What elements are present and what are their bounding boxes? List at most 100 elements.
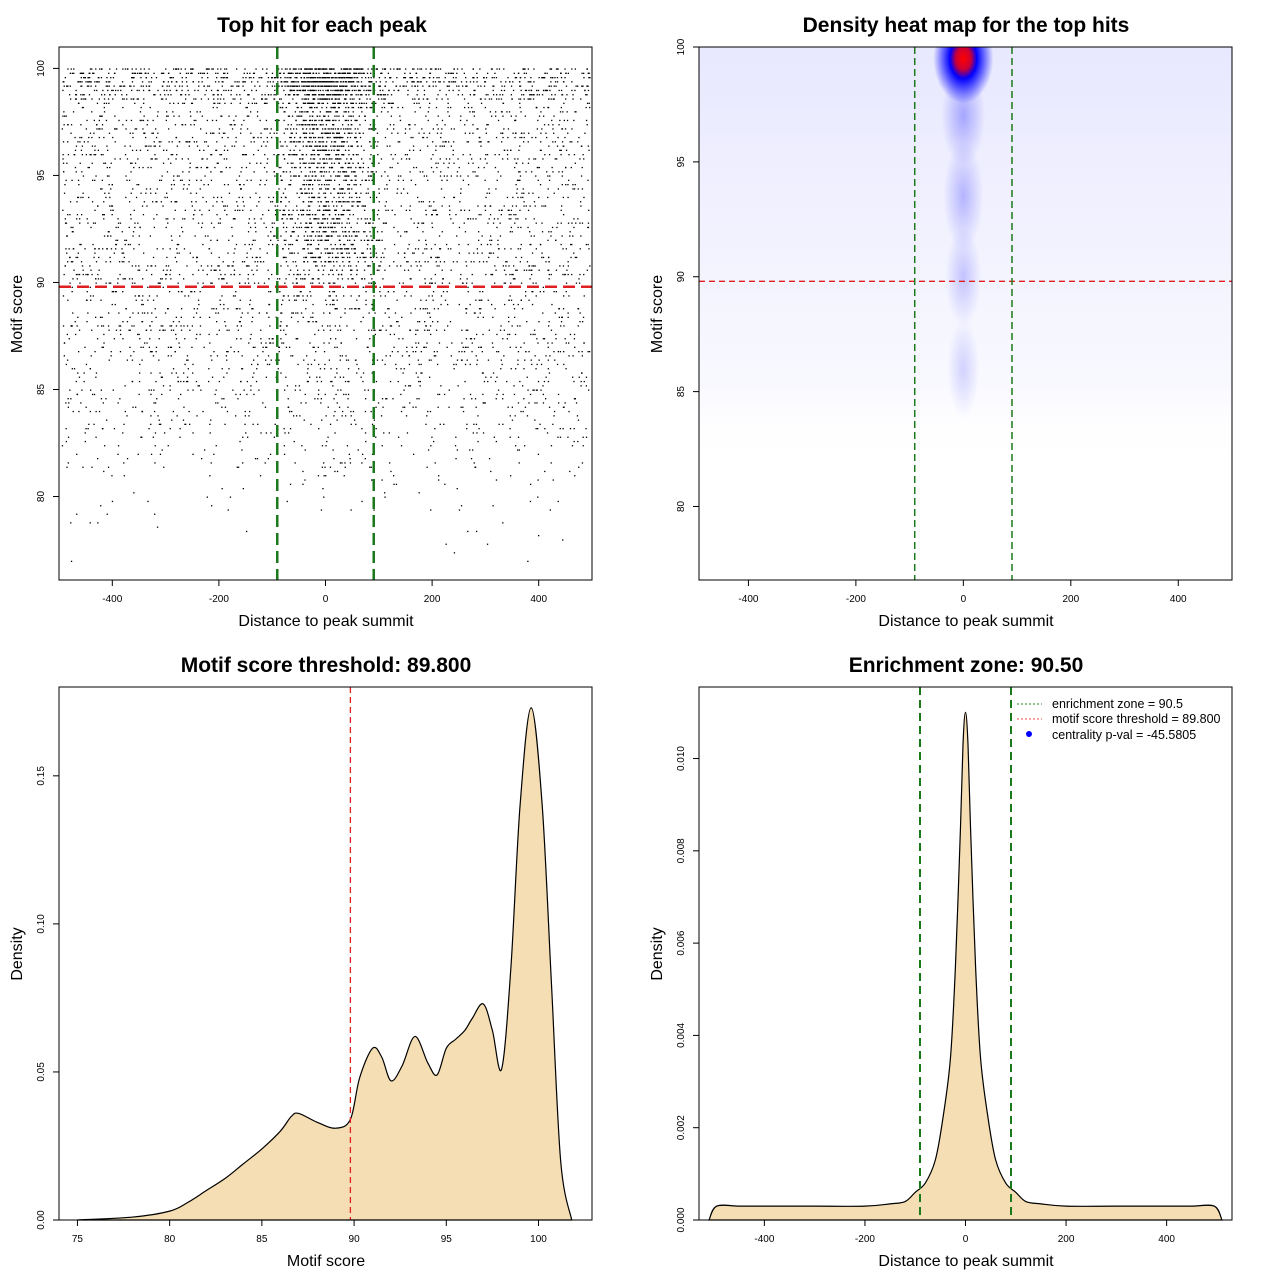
point	[483, 85, 486, 87]
point	[432, 85, 434, 87]
point	[301, 214, 303, 216]
point	[484, 106, 486, 109]
point	[73, 269, 75, 271]
point	[191, 291, 193, 293]
point	[156, 214, 158, 216]
point	[131, 359, 134, 361]
point	[499, 222, 501, 224]
point	[183, 278, 185, 280]
point	[356, 231, 358, 233]
point	[579, 312, 581, 314]
point	[297, 269, 299, 271]
point	[319, 94, 321, 96]
point	[474, 171, 476, 173]
point	[336, 175, 339, 177]
point	[329, 94, 331, 96]
point	[143, 201, 145, 203]
point	[287, 115, 290, 117]
point	[384, 68, 387, 70]
point	[495, 136, 498, 139]
point	[201, 286, 203, 288]
point	[314, 218, 316, 220]
point	[334, 179, 336, 181]
point	[161, 175, 163, 177]
point	[551, 303, 553, 306]
point	[111, 291, 113, 293]
point	[320, 398, 322, 400]
point	[439, 423, 441, 425]
point	[384, 205, 386, 207]
point	[222, 261, 224, 263]
point	[439, 175, 442, 177]
point	[235, 141, 237, 143]
point	[347, 188, 349, 190]
point	[357, 72, 360, 74]
point	[427, 119, 429, 122]
point	[462, 282, 464, 284]
point	[352, 102, 354, 104]
point	[170, 346, 173, 348]
point	[356, 269, 358, 271]
point	[531, 94, 533, 96]
point	[256, 269, 258, 271]
point	[216, 201, 218, 203]
point	[290, 132, 292, 134]
point	[410, 136, 412, 139]
point	[212, 106, 214, 109]
point	[382, 406, 384, 408]
point	[297, 218, 299, 220]
point	[535, 248, 537, 250]
point	[355, 154, 358, 156]
point	[251, 269, 253, 271]
point	[427, 98, 429, 100]
point	[432, 141, 434, 143]
point	[562, 273, 564, 276]
point	[343, 72, 345, 74]
point	[294, 136, 296, 139]
point	[306, 179, 308, 181]
point	[328, 256, 330, 259]
point	[88, 196, 90, 199]
point	[510, 94, 512, 96]
point	[315, 94, 317, 96]
point	[485, 77, 488, 79]
point	[328, 184, 330, 186]
point	[348, 149, 350, 151]
point	[230, 346, 232, 348]
point	[108, 175, 110, 177]
point	[405, 291, 408, 293]
point	[435, 355, 437, 357]
point	[113, 338, 115, 340]
point	[586, 94, 588, 96]
point	[142, 303, 144, 306]
point	[471, 282, 473, 284]
point	[357, 154, 359, 156]
point	[183, 184, 185, 186]
point	[238, 282, 241, 284]
point	[312, 303, 314, 306]
point	[313, 158, 316, 160]
point	[368, 282, 370, 284]
point	[283, 256, 286, 259]
point	[322, 132, 324, 134]
point	[102, 325, 105, 327]
point	[260, 77, 262, 79]
point	[265, 179, 268, 181]
point	[548, 154, 551, 156]
point	[196, 166, 199, 169]
point	[335, 85, 337, 87]
point	[118, 119, 120, 122]
point	[192, 432, 194, 434]
point	[188, 179, 191, 181]
point	[277, 68, 280, 70]
point	[131, 282, 134, 284]
point	[299, 89, 301, 92]
point	[369, 124, 372, 126]
point	[514, 119, 516, 122]
point	[488, 458, 491, 460]
point	[345, 106, 347, 109]
point	[527, 560, 529, 562]
point	[535, 428, 537, 430]
point	[90, 85, 92, 87]
point	[153, 141, 155, 143]
